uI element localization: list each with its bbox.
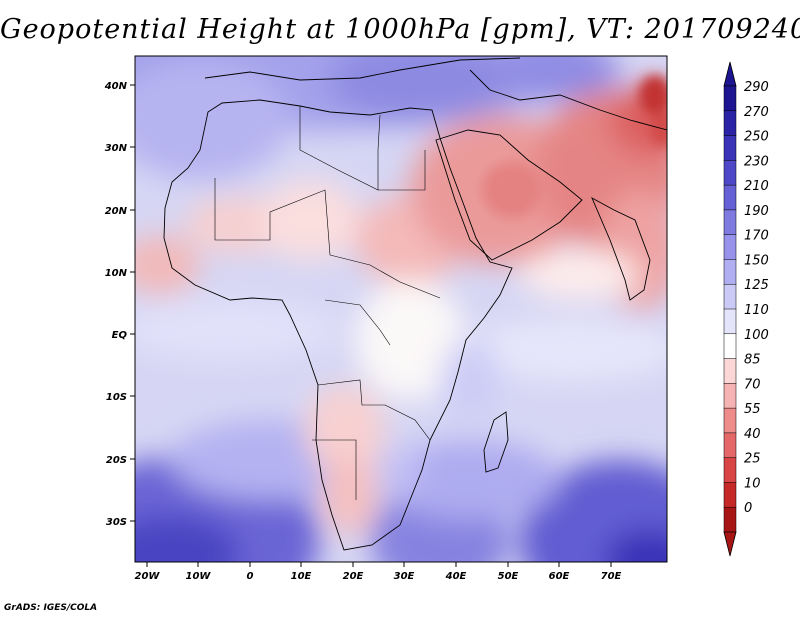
colorbar-segment: [723, 184, 737, 211]
colorbar-label: 125: [744, 278, 769, 293]
axis-ticks: [130, 84, 612, 567]
colorbar-segment: [723, 383, 737, 409]
colorbar-segment: [723, 259, 737, 285]
colorbar-label: 150: [744, 253, 769, 268]
coastlines: [163, 57, 667, 551]
colorbar-label: 250: [744, 130, 769, 145]
colorbar-bottom-arrow: [723, 531, 737, 557]
x-tick-70e: 70E: [601, 571, 622, 582]
colorbar-label: 270: [744, 105, 769, 120]
colorbar-segment: [723, 482, 737, 508]
colorbar-label: 10: [744, 476, 761, 491]
colorbar-labels: 2902702502302101901701501251101008570554…: [744, 80, 769, 516]
colorbar-segment: [723, 234, 737, 260]
colorbar-segment: [723, 506, 737, 533]
colorbar-label: 55: [744, 402, 761, 417]
y-tick-eq: EQ: [112, 330, 128, 341]
colorbar-label: 85: [744, 353, 761, 368]
colorbar-label: 40: [744, 427, 761, 442]
colorbar-label: 25: [744, 452, 761, 467]
x-axis-labels: 20W 10W 0 10E 20E 30E 40E 50E 60E 70E: [135, 571, 622, 582]
colorbar-segment: [723, 457, 737, 484]
y-tick-20s: 20S: [106, 455, 127, 466]
x-tick-60e: 60E: [549, 571, 570, 582]
grads-credit: GrADS: IGES/COLA: [4, 603, 98, 613]
y-tick-30n: 30N: [105, 143, 128, 154]
x-tick-10w: 10W: [186, 571, 212, 582]
x-tick-50e: 50E: [498, 571, 519, 582]
colorbar-label: 70: [744, 377, 761, 392]
x-tick-40e: 40E: [445, 571, 467, 582]
colorbar-label: 100: [744, 328, 769, 343]
x-tick-20e: 20E: [343, 571, 364, 582]
map-title: Geopotential Height at 1000hPa [gpm], VT…: [0, 14, 800, 45]
colorbar-segment: [723, 308, 737, 335]
y-tick-10n: 10N: [105, 268, 128, 279]
colorbar-label: 170: [744, 229, 769, 244]
x-tick-10e: 10E: [291, 571, 312, 582]
colorbar-segment: [723, 407, 737, 434]
colorbar-label: 230: [744, 154, 769, 169]
colorbar-label: 190: [744, 204, 769, 219]
colorbar-label: 290: [744, 80, 769, 95]
colorbar-segment: [723, 85, 737, 112]
colorbar-segment: [723, 358, 737, 384]
country-borders: [214, 106, 441, 500]
x-tick-20w: 20W: [135, 571, 161, 582]
plot-frame: [134, 55, 668, 563]
height-field: [135, 56, 667, 562]
colorbar-top-arrow: [723, 61, 737, 87]
colorbar-label: 210: [744, 179, 769, 194]
colorbar-segment: [723, 432, 737, 459]
colorbar-segments: [723, 85, 737, 533]
colorbar-segment: [723, 333, 737, 360]
x-tick-0: 0: [247, 571, 254, 582]
colorbar-segment: [723, 110, 737, 137]
y-axis-labels: 40N 30N 20N 10N EQ 10S 20S 30S: [104, 81, 128, 528]
colorbar: 2902702502302101901701501251101008570554…: [723, 61, 769, 557]
y-tick-20n: 20N: [105, 206, 128, 217]
colorbar-segment: [723, 135, 737, 161]
y-tick-30s: 30S: [106, 517, 127, 528]
colorbar-label: 110: [744, 303, 769, 318]
colorbar-segment: [723, 209, 737, 236]
y-tick-10s: 10S: [106, 392, 127, 403]
colorbar-label: 0: [744, 501, 752, 516]
colorbar-segment: [723, 283, 737, 310]
y-tick-40n: 40N: [104, 81, 128, 92]
x-tick-30e: 30E: [394, 571, 415, 582]
colorbar-segment: [723, 160, 737, 186]
